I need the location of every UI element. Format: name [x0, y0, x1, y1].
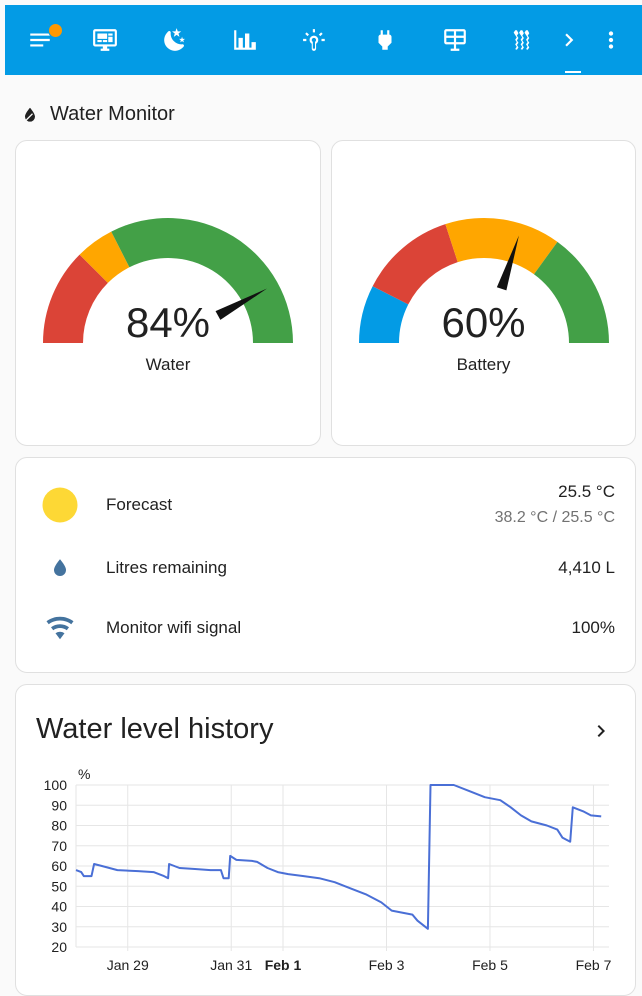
y-tick-label: 30 — [51, 919, 67, 935]
chart-bar-icon[interactable] — [227, 22, 263, 58]
gauge-segment — [445, 218, 558, 275]
tab-indicator — [565, 71, 581, 73]
gauge-label: Battery — [456, 355, 511, 374]
y-tick-label: 90 — [51, 797, 67, 813]
water-drop-icon — [25, 107, 35, 122]
chevron-right-icon[interactable] — [551, 22, 587, 58]
gauge-needle — [215, 288, 268, 320]
entity-row-wifi[interactable]: Monitor wifi signal 100% — [16, 608, 635, 648]
entity-state: 4,410 L — [558, 558, 615, 577]
y-tick-label: 40 — [51, 899, 67, 915]
entity-name: Forecast — [106, 495, 173, 514]
x-tick-label: Feb 7 — [576, 957, 612, 973]
gauge-card-battery[interactable]: 60% Battery — [331, 140, 636, 446]
entity-state: 25.5 °C — [558, 482, 615, 501]
history-card: Water level history 20 30 40 50 60 70 80 90 100 J… — [15, 684, 636, 996]
x-tick-label: Jan 29 — [107, 957, 149, 973]
water-gauge — [43, 218, 293, 343]
history-title: Water level history — [36, 713, 274, 745]
history-chart[interactable]: 20 30 40 50 60 70 80 90 100 Jan 29 Jan 31 Feb 1 Feb … — [16, 685, 637, 995]
gauge-card-water[interactable]: 84% Water — [15, 140, 321, 446]
x-tick-label: Feb 3 — [369, 957, 405, 973]
entity-secondary: 38.2 °C / 25.5 °C — [494, 509, 615, 526]
power-plug-icon[interactable] — [367, 22, 403, 58]
menu-icon[interactable] — [22, 22, 58, 58]
x-tick-label: Feb 5 — [472, 957, 508, 973]
gauge-segment — [111, 218, 293, 343]
entity-row-forecast[interactable]: Forecast 25.5 °C 38.2 °C / 25.5 °C — [16, 482, 635, 526]
entity-state: 100% — [571, 618, 615, 637]
y-axis-unit: % — [78, 766, 90, 782]
weather-sunny-icon — [42, 487, 78, 523]
battery-gauge — [359, 218, 609, 343]
wifi-icon — [42, 610, 78, 646]
entity-name: Monitor wifi signal — [106, 618, 242, 637]
x-tick-label: Jan 31 — [210, 957, 252, 973]
entities-card: Forecast 25.5 °C 38.2 °C / 25.5 °C Litre… — [15, 457, 636, 673]
section-title: Water Monitor — [20, 103, 175, 126]
solar-panel-icon[interactable] — [437, 22, 473, 58]
gauge-segment — [372, 224, 458, 305]
gauge-needle — [496, 235, 519, 291]
dots-vertical-icon[interactable] — [593, 22, 629, 58]
weather-night-icon[interactable] — [157, 22, 193, 58]
y-tick-label: 60 — [51, 858, 67, 874]
entity-name: Litres remaining — [106, 558, 227, 577]
app-toolbar — [5, 5, 642, 75]
monitor-dashboard-icon[interactable] — [87, 22, 123, 58]
entity-row-litres[interactable]: Litres remaining 4,410 L — [16, 548, 635, 588]
gauge-segment — [533, 241, 609, 343]
x-tick-label: Feb 1 — [265, 957, 302, 973]
water-icon — [42, 550, 78, 586]
gauge-segment — [359, 286, 409, 343]
series-line-water-level — [75, 784, 602, 930]
chevron-right-icon[interactable] — [589, 719, 613, 743]
gauge-value: 84% — [125, 299, 211, 346]
gauge-segment — [79, 231, 130, 283]
y-tick-label: 100 — [44, 777, 68, 793]
gauge-label: Water — [145, 355, 191, 374]
y-tick-label: 20 — [51, 939, 67, 955]
section-title-text: Water Monitor — [50, 103, 175, 125]
notification-badge — [48, 23, 63, 38]
y-tick-label: 70 — [51, 838, 67, 854]
y-tick-label: 50 — [51, 878, 67, 894]
gauge-segment — [43, 254, 108, 343]
y-tick-label: 80 — [51, 818, 67, 834]
gauge-value: 60% — [441, 299, 526, 346]
thermometer-sun-icon[interactable] — [297, 22, 333, 58]
heating-icon[interactable] — [507, 22, 543, 58]
chart-grid — [75, 784, 609, 951]
